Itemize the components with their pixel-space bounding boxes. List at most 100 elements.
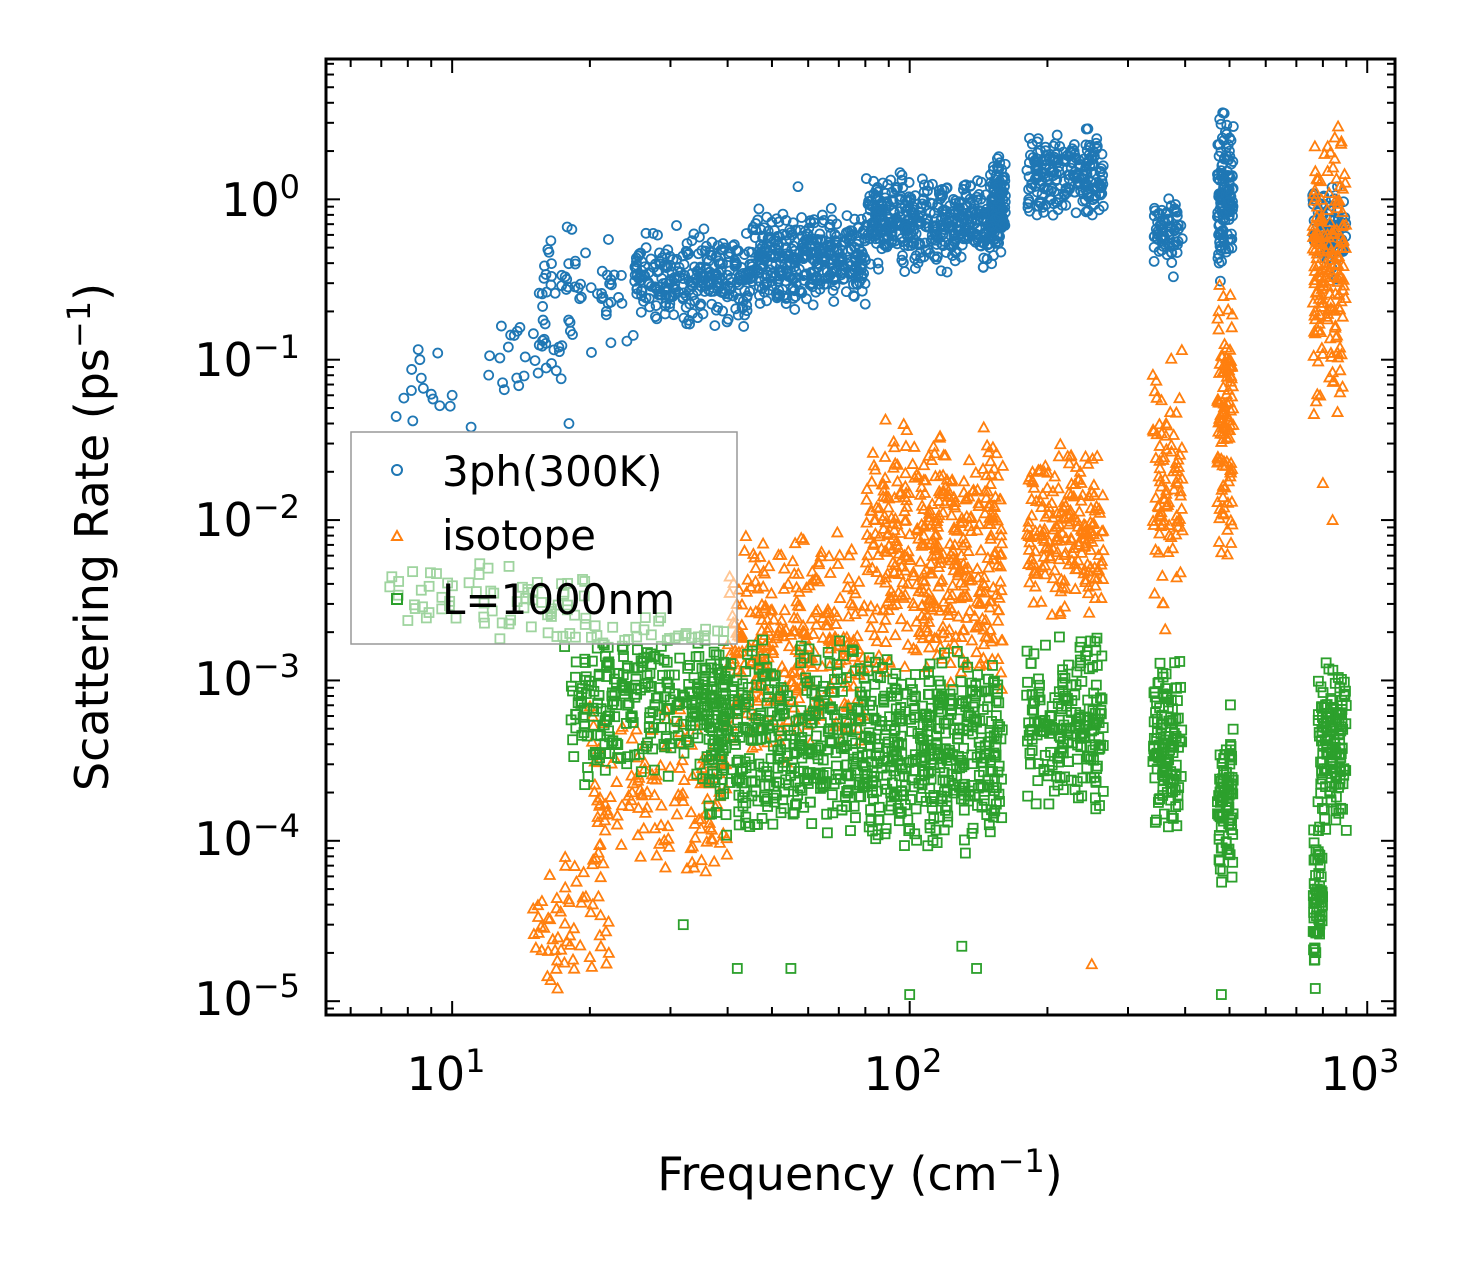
data-point-triangle — [650, 848, 664, 861]
data-point-square — [842, 787, 854, 799]
data-point-circle — [685, 279, 697, 291]
data-point-circle — [1221, 119, 1233, 131]
data-point-circle — [985, 177, 997, 188]
data-point-circle — [412, 344, 424, 355]
data-point-circle — [444, 400, 456, 412]
data-point-circle — [427, 393, 439, 405]
data-point-triangle — [1330, 270, 1345, 282]
data-point-triangle — [1324, 243, 1338, 256]
data-point-circle — [709, 268, 721, 280]
data-point-square — [662, 770, 674, 782]
data-point-triangle — [880, 545, 894, 557]
data-point-triangle — [1037, 464, 1051, 477]
data-point-square — [815, 717, 827, 728]
data-point-triangle — [945, 472, 959, 485]
data-point-square — [761, 697, 773, 709]
data-point-circle — [398, 392, 410, 404]
data-point-triangle — [876, 621, 890, 633]
data-point-circle — [519, 351, 531, 363]
data-point-square — [635, 766, 647, 778]
data-point-triangle — [1216, 426, 1230, 439]
data-point-triangle — [1167, 482, 1181, 495]
data-point-triangle — [882, 491, 896, 504]
data-point-triangle — [1328, 320, 1342, 333]
data-point-triangle — [957, 474, 971, 487]
data-point-triangle — [925, 602, 939, 615]
data-point-circle — [1148, 255, 1160, 267]
data-point-square — [747, 733, 759, 745]
data-point-triangle — [972, 585, 986, 597]
data-point-square — [841, 724, 853, 736]
data-point-triangle — [917, 528, 931, 541]
data-point-triangle — [878, 450, 892, 462]
data-point-triangle — [634, 849, 648, 862]
data-point-triangle — [964, 509, 978, 522]
data-point-square — [882, 743, 894, 754]
data-point-circle — [754, 290, 765, 301]
data-point-triangle — [936, 505, 950, 518]
data-point-triangle — [974, 597, 988, 609]
data-point-circle — [890, 216, 902, 228]
data-point-triangle — [744, 580, 758, 592]
data-point-square — [1088, 687, 1100, 699]
data-point-triangle — [766, 646, 780, 659]
data-point-circle — [981, 253, 993, 265]
data-point-square — [1090, 803, 1102, 815]
data-point-square — [696, 662, 708, 674]
data-point-triangle — [1334, 231, 1348, 244]
data-point-triangle — [1048, 563, 1062, 576]
data-point-triangle — [1062, 486, 1076, 499]
data-point-triangle — [963, 603, 977, 616]
data-point-triangle — [944, 675, 958, 688]
data-point-triangle — [984, 531, 998, 544]
data-point-square — [711, 768, 723, 780]
data-point-square — [592, 697, 604, 709]
data-point-square — [1067, 737, 1078, 749]
data-point-circle — [527, 328, 539, 340]
data-point-circle — [708, 285, 720, 297]
data-point-circle — [533, 339, 545, 351]
data-point-square — [812, 742, 824, 754]
data-point-circle — [841, 210, 853, 222]
data-point-square — [661, 656, 673, 668]
data-point-square — [990, 695, 1002, 707]
data-point-triangle — [878, 471, 892, 483]
data-point-circle — [872, 257, 884, 269]
data-point-triangle — [1329, 171, 1344, 184]
data-point-circle — [1045, 194, 1057, 206]
data-point-triangle — [1064, 531, 1078, 544]
data-point-circle — [726, 276, 738, 288]
data-point-triangle — [991, 652, 1005, 665]
data-point-circle — [541, 286, 552, 298]
data-point-square — [899, 840, 910, 851]
data-point-triangle — [1094, 591, 1108, 603]
data-point-circle — [1218, 107, 1230, 119]
data-point-triangle — [920, 624, 934, 637]
data-point-triangle — [899, 439, 913, 451]
data-point-circle — [917, 194, 929, 206]
data-point-square — [873, 801, 885, 813]
data-point-square — [824, 657, 836, 669]
data-point-square — [645, 680, 657, 692]
data-point-circle — [1167, 271, 1179, 283]
data-point-triangle — [1091, 529, 1105, 542]
data-point-triangle — [1314, 174, 1328, 187]
data-point-triangle — [1050, 545, 1065, 558]
series-layer — [384, 107, 1353, 1000]
data-point-square — [779, 738, 791, 750]
data-point-circle — [1031, 209, 1043, 221]
data-point-circle — [638, 270, 650, 282]
data-point-circle — [926, 229, 938, 241]
data-point-square — [689, 708, 701, 720]
data-point-square — [623, 697, 635, 709]
data-point-triangle — [972, 619, 986, 632]
data-point-square — [1053, 756, 1064, 768]
data-point-square — [981, 809, 993, 820]
data-point-circle — [994, 191, 1006, 203]
data-point-square — [1088, 754, 1099, 766]
data-point-triangle — [741, 572, 755, 585]
data-point-square — [617, 682, 629, 694]
data-point-triangle — [1316, 347, 1330, 359]
data-point-triangle — [879, 490, 893, 502]
data-point-triangle — [749, 561, 763, 573]
